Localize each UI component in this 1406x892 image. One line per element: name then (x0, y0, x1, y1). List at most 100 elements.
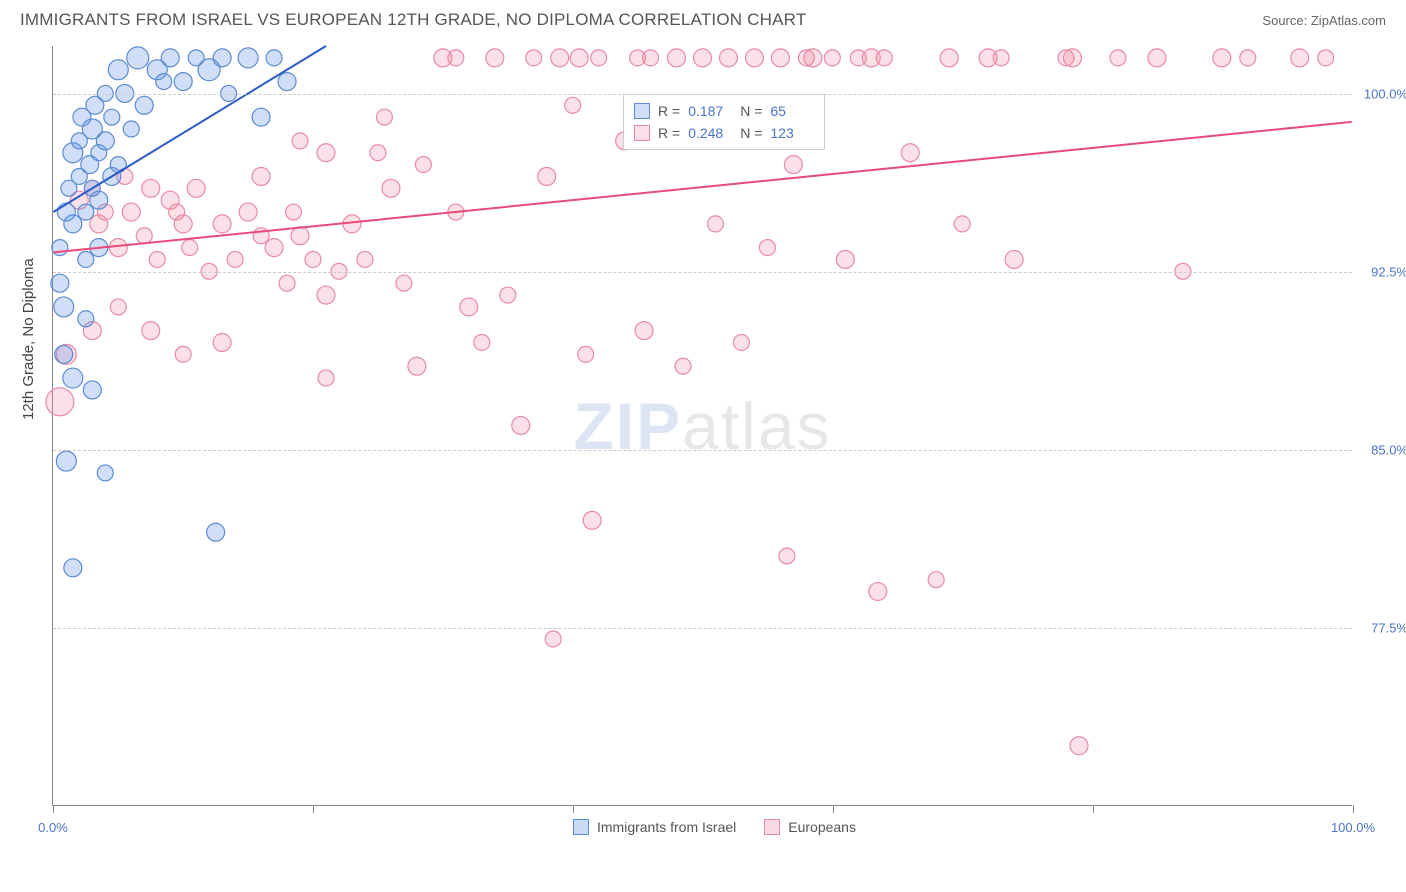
data-point-europeans (500, 287, 516, 303)
data-point-europeans (512, 417, 530, 435)
ytick-label: 92.5% (1358, 264, 1406, 279)
data-point-israel (161, 49, 179, 67)
data-point-europeans (538, 167, 556, 185)
data-point-europeans (318, 370, 334, 386)
data-point-europeans (804, 49, 822, 67)
data-point-europeans (213, 215, 231, 233)
data-point-europeans (357, 251, 373, 267)
data-point-europeans (668, 49, 686, 67)
gridline (53, 628, 1352, 629)
data-point-israel (252, 108, 270, 126)
data-point-europeans (265, 239, 283, 257)
data-point-europeans (408, 357, 426, 375)
data-point-israel (56, 451, 76, 471)
legend-n-europeans: 123 (770, 122, 814, 144)
ytick-label: 77.5% (1358, 620, 1406, 635)
data-point-europeans (545, 631, 561, 647)
data-point-europeans (707, 216, 723, 232)
data-point-europeans (993, 50, 1009, 66)
data-point-europeans (570, 49, 588, 67)
data-point-europeans (869, 583, 887, 601)
source-name: ZipAtlas.com (1311, 13, 1386, 28)
legend-item-europeans: Europeans (764, 819, 856, 835)
data-point-europeans (142, 179, 160, 197)
data-point-europeans (142, 322, 160, 340)
data-point-europeans (1240, 50, 1256, 66)
data-point-europeans (578, 346, 594, 362)
data-point-europeans (719, 49, 737, 67)
data-point-europeans (149, 251, 165, 267)
data-point-israel (174, 73, 192, 91)
data-point-israel (64, 559, 82, 577)
data-point-israel (213, 49, 231, 67)
legend-label: Immigrants from Israel (597, 819, 736, 835)
data-point-europeans (733, 334, 749, 350)
data-point-europeans (486, 49, 504, 67)
data-point-europeans (876, 50, 892, 66)
data-point-israel (97, 465, 113, 481)
xtick (313, 805, 314, 813)
data-point-europeans (694, 49, 712, 67)
data-point-europeans (1070, 737, 1088, 755)
data-point-europeans (591, 50, 607, 66)
data-point-europeans (136, 228, 152, 244)
data-point-europeans (643, 50, 659, 66)
legend-swatch-icon (573, 819, 589, 835)
series-legend: Immigrants from Israel Europeans (573, 819, 856, 835)
data-point-israel (96, 132, 114, 150)
gridline (53, 450, 1352, 451)
legend-item-israel: Immigrants from Israel (573, 819, 736, 835)
xtick (573, 805, 574, 813)
data-point-europeans (745, 49, 763, 67)
data-point-israel (266, 50, 282, 66)
data-point-europeans (474, 334, 490, 350)
data-point-europeans (396, 275, 412, 291)
data-point-europeans (1148, 49, 1166, 67)
data-point-europeans (286, 204, 302, 220)
legend-n-israel: 65 (770, 100, 814, 122)
data-point-israel (123, 121, 139, 137)
legend-row-europeans: R = 0.248 N = 123 (634, 122, 814, 144)
data-point-israel (90, 191, 108, 209)
data-point-europeans (1064, 49, 1082, 67)
source-label: Source: (1262, 13, 1307, 28)
legend-n-label: N = (740, 100, 762, 122)
data-point-europeans (784, 156, 802, 174)
data-point-europeans (1110, 50, 1126, 66)
xtick-label: 0.0% (38, 820, 68, 835)
data-point-europeans (317, 144, 335, 162)
data-point-europeans (227, 251, 243, 267)
data-point-europeans (824, 50, 840, 66)
ytick-label: 100.0% (1358, 86, 1406, 101)
data-point-israel (83, 381, 101, 399)
legend-r-label: R = (658, 100, 680, 122)
data-point-europeans (376, 109, 392, 125)
data-point-israel (238, 48, 258, 68)
chart-header: IMMIGRANTS FROM ISRAEL VS EUROPEAN 12TH … (0, 0, 1406, 36)
ytick-label: 85.0% (1358, 442, 1406, 457)
data-point-europeans (109, 239, 127, 257)
data-point-europeans (252, 167, 270, 185)
data-point-europeans (110, 299, 126, 315)
source-attribution: Source: ZipAtlas.com (1262, 13, 1386, 28)
data-point-europeans (583, 511, 601, 529)
data-point-europeans (213, 333, 231, 351)
data-point-europeans (174, 215, 192, 233)
data-point-europeans (901, 144, 919, 162)
data-point-europeans (779, 548, 795, 564)
data-point-israel (51, 274, 69, 292)
data-point-europeans (675, 358, 691, 374)
xtick (833, 805, 834, 813)
data-point-europeans (928, 572, 944, 588)
data-point-europeans (526, 50, 542, 66)
data-point-israel (104, 109, 120, 125)
data-point-europeans (317, 286, 335, 304)
chart-title: IMMIGRANTS FROM ISRAEL VS EUROPEAN 12TH … (20, 10, 806, 30)
data-point-europeans (279, 275, 295, 291)
data-point-europeans (1318, 50, 1334, 66)
data-point-israel (54, 297, 74, 317)
data-point-europeans (836, 250, 854, 268)
data-point-europeans (305, 251, 321, 267)
y-axis-label: 12th Grade, No Diploma (20, 258, 37, 420)
data-point-europeans (291, 227, 309, 245)
